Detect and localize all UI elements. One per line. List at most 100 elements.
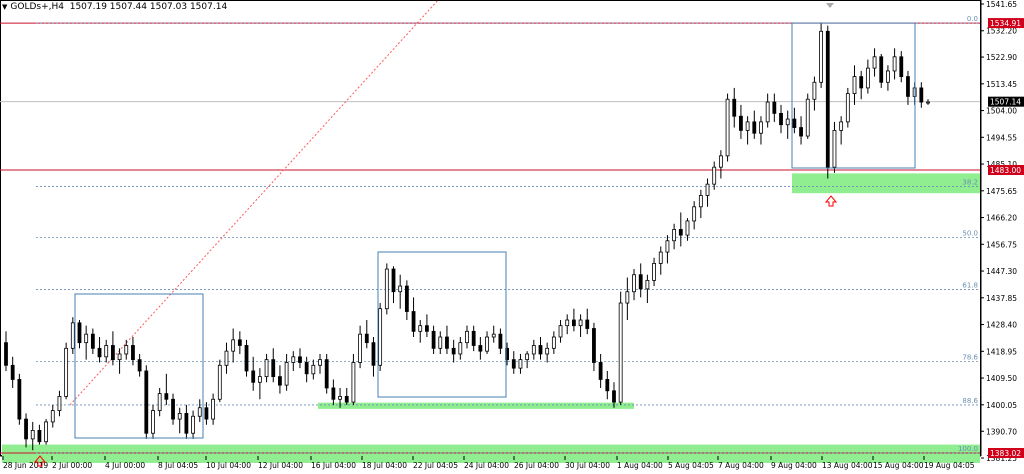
candle-bull	[224, 350, 229, 366]
fib-level-label: 88.6	[962, 397, 978, 405]
candle-bull	[291, 356, 296, 363]
candle-bull	[438, 336, 443, 349]
candle-bull	[358, 333, 363, 363]
candle-bull	[618, 302, 623, 403]
candle-bear	[779, 112, 783, 126]
candle-bull	[70, 322, 75, 349]
candle-bull	[525, 353, 530, 361]
x-tick-label: 28 Jun 2019	[3, 461, 48, 470]
candle-bull	[819, 30, 824, 83]
candle-bear	[919, 87, 924, 103]
candle-bear	[344, 396, 349, 403]
candle-bull	[398, 285, 403, 293]
y-tick-label: 1390.70	[986, 427, 1017, 436]
range-box-1[interactable]	[74, 293, 204, 439]
candle-bear	[24, 418, 28, 440]
price-tag-low: 1383.02	[990, 449, 1021, 458]
range-box-3[interactable]	[791, 22, 916, 169]
candle-bull	[231, 339, 236, 352]
fib-level-label: 50.0	[962, 230, 978, 238]
y-tick-label: 1494.55	[986, 133, 1017, 142]
y-tick-label: 1541.65	[986, 0, 1017, 9]
candle-bull	[886, 70, 890, 83]
y-tick-label: 1466.20	[986, 214, 1017, 223]
candle-bull	[712, 166, 717, 185]
candle-bear	[110, 345, 115, 361]
candle-bull	[50, 410, 55, 423]
trend-line[interactable]	[69, 0, 439, 406]
x-tick-label: 16 Jul 04:00	[311, 461, 356, 470]
fib-level-label: 38.2	[962, 178, 978, 186]
candle-bear	[899, 56, 904, 78]
y-tick-label: 1447.30	[986, 267, 1017, 276]
candle-bull	[117, 353, 122, 361]
candle-bear	[97, 347, 102, 358]
candle-bull	[44, 421, 48, 443]
support-zone-high[interactable]	[792, 173, 980, 194]
x-tick-label: 19 Aug 04:05	[924, 461, 975, 470]
candle-bull	[531, 345, 536, 355]
candle-bull	[465, 330, 469, 344]
candle-bear	[471, 330, 476, 346]
y-tick-label: 1400.05	[986, 401, 1017, 410]
boxes-layer	[74, 22, 916, 439]
candle-bear	[879, 56, 884, 83]
price-tag-support-bg	[988, 165, 1024, 176]
y-tick-label: 1437.85	[986, 294, 1017, 303]
support-zone-low[interactable]	[2, 444, 980, 463]
candle-bear	[678, 229, 683, 236]
candle-bull	[84, 333, 89, 344]
x-tick-label: 9 Aug 04:00	[771, 461, 817, 470]
candle-bull	[672, 229, 677, 242]
candle-bear	[391, 268, 396, 293]
candle-bear	[324, 359, 329, 389]
x-tick-label: 2 Jul 00:00	[52, 461, 92, 470]
candle-bull	[759, 121, 763, 134]
candle-bull	[177, 413, 182, 420]
candle-bear	[431, 330, 436, 349]
candle-bull	[805, 98, 810, 137]
candle-bull	[217, 364, 222, 400]
candle-bear	[204, 407, 209, 420]
candle-bull	[418, 325, 423, 332]
candle-bull	[745, 121, 750, 131]
candle-bull	[318, 359, 322, 366]
candle-bear	[144, 370, 149, 434]
x-tick-label: 7 Aug 04:00	[718, 461, 764, 470]
candle-bear	[451, 347, 456, 355]
candle-bull	[865, 67, 870, 89]
candle-bear	[592, 328, 596, 363]
candle-bull	[892, 56, 897, 72]
fib-level-label: 100.0	[958, 445, 978, 453]
candle-bull	[124, 345, 129, 355]
candle-bear	[792, 118, 797, 128]
range-box-2[interactable]	[377, 251, 507, 398]
price-tag-low-bg	[988, 447, 1024, 458]
candle-bear	[498, 333, 503, 349]
candle-bull	[64, 347, 69, 397]
fib-level-label: 61.8	[962, 281, 978, 289]
x-tick-label: 30 Jul 04:00	[565, 461, 610, 470]
x-tick-label: 15 Aug 04:00	[873, 461, 924, 470]
markers-layer	[33, 3, 838, 467]
candle-bear	[4, 342, 8, 366]
candle-bear	[638, 274, 643, 290]
candle-bull	[692, 206, 697, 222]
levels-layer: 0.0 38.2 50.0 61.8 78.6 88.6 100.0	[0, 0, 980, 454]
triangle-down-small-icon[interactable]	[826, 3, 834, 8]
candle-bear	[739, 115, 743, 131]
candle-bear	[77, 322, 82, 344]
y-tick-label: 1513.45	[986, 80, 1017, 89]
candle-bear	[605, 379, 610, 392]
price-axis: 1541.65 1532.20 1522.90 1513.45 1504.00 1494.…	[981, 0, 1017, 463]
candle-bear	[906, 76, 910, 97]
triangle-down-icon[interactable]: ▼	[2, 3, 8, 11]
x-tick-label: 1 Aug 04:00	[617, 461, 663, 470]
x-tick-label: 26 Jul 04:00	[514, 461, 559, 470]
candle-bull	[378, 308, 383, 366]
support-zone-mid[interactable]	[318, 402, 634, 409]
candle-bull	[30, 430, 35, 440]
candle-bull	[685, 220, 690, 236]
x-tick-label: 4 Jul 00:00	[105, 461, 145, 470]
